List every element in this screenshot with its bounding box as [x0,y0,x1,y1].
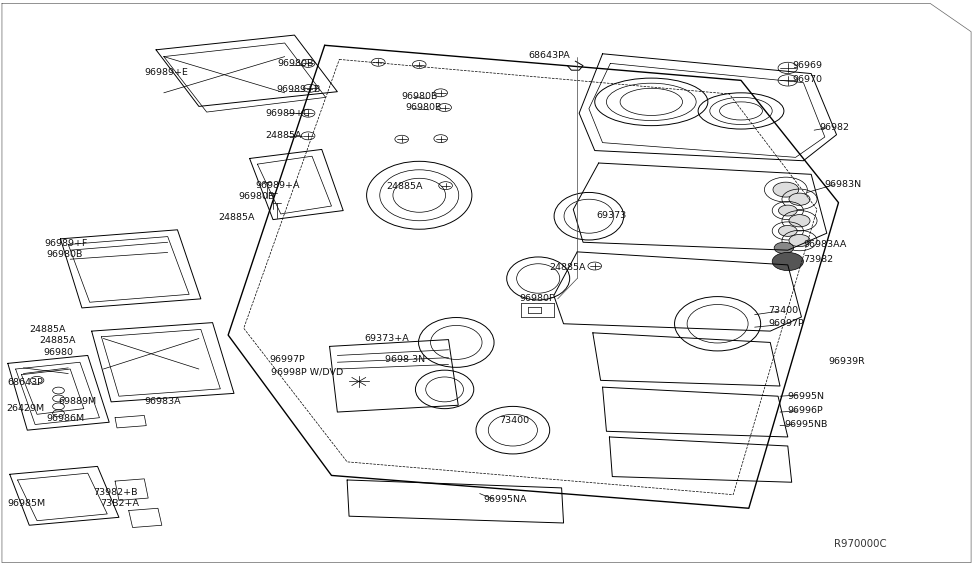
Text: 96997P: 96997P [768,319,804,328]
Text: 26429M: 26429M [6,404,44,413]
Text: 24885A: 24885A [386,182,422,191]
Text: R970000C: R970000C [834,539,886,550]
Text: 96980B: 96980B [47,250,83,259]
Circle shape [774,242,794,254]
Text: 96980B: 96980B [278,59,314,68]
Text: 73982+B: 73982+B [94,488,138,497]
Text: 24885A: 24885A [265,131,301,140]
Text: 68643PA: 68643PA [528,51,570,60]
Text: 96989+B: 96989+B [276,85,321,94]
Text: 73982: 73982 [803,255,834,264]
Text: 24885A: 24885A [39,336,75,345]
Text: 96998P W/DVD: 96998P W/DVD [271,368,343,377]
Text: 96980B: 96980B [238,192,274,201]
Circle shape [789,234,810,247]
Text: 96983N: 96983N [825,180,862,189]
Text: 24885A: 24885A [549,263,585,272]
Text: 69889M: 69889M [58,397,97,406]
Text: 24885A: 24885A [29,325,65,334]
Text: 96969: 96969 [793,61,823,70]
Text: 96980B: 96980B [402,92,438,101]
Text: 96970: 96970 [793,75,823,84]
Text: 9698 3N: 9698 3N [385,355,425,365]
Text: 73400: 73400 [499,416,529,425]
Text: 96995N: 96995N [788,392,825,401]
Text: 96995NA: 96995NA [484,495,527,504]
Text: 96985M: 96985M [8,499,46,508]
Text: 96989+A: 96989+A [255,181,300,190]
Text: 96996P: 96996P [788,406,824,415]
Text: 73400: 73400 [768,306,799,315]
Circle shape [772,252,803,271]
Circle shape [778,225,798,237]
Circle shape [789,215,810,227]
Text: 96980F: 96980F [520,294,555,303]
Text: 96939R: 96939R [829,357,866,366]
Text: 96989+C: 96989+C [265,109,310,118]
Text: 24885A: 24885A [218,213,254,222]
Text: 96995NB: 96995NB [784,420,827,429]
Circle shape [773,182,799,197]
Text: 73B2+A: 73B2+A [100,499,139,508]
Text: 96989+F: 96989+F [45,239,88,248]
Text: 96982: 96982 [819,123,849,132]
Text: 96980B: 96980B [406,103,442,112]
Text: 96997P: 96997P [269,355,305,365]
Circle shape [789,193,810,205]
Text: 69373: 69373 [597,211,627,220]
Text: 96980: 96980 [43,348,73,357]
Text: 68643P: 68643P [8,378,44,387]
Text: 96986M: 96986M [47,414,85,423]
Circle shape [778,205,798,216]
Text: 96989+E: 96989+E [144,68,188,77]
Text: 96983AA: 96983AA [803,240,846,249]
Text: 69373+A: 69373+A [365,334,409,343]
Text: 96983A: 96983A [144,397,181,406]
